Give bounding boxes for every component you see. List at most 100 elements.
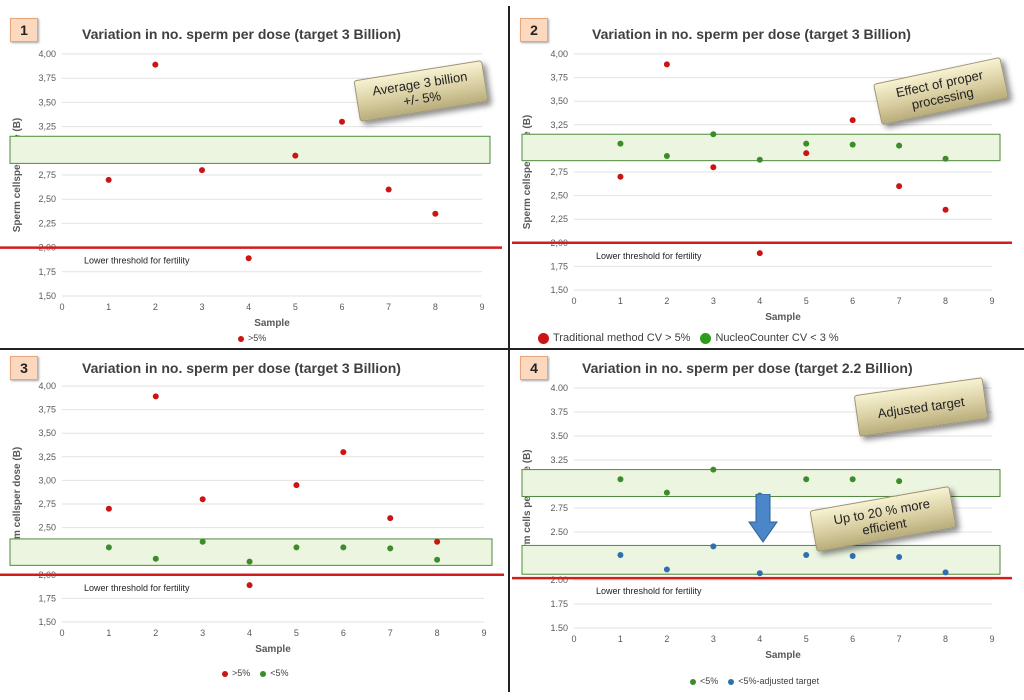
y-tick-label: 4,00 — [38, 49, 56, 59]
scatter-plot: 1,501,752,002,252,502,753,003,253,503,75… — [512, 49, 1012, 323]
x-tick-label: 5 — [804, 296, 809, 306]
x-tick-label: 3 — [711, 296, 716, 306]
data-point — [246, 582, 253, 589]
x-tick-label: 2 — [153, 302, 158, 312]
x-tick-label: 9 — [481, 628, 486, 638]
x-tick-label: 4 — [247, 628, 252, 638]
x-tick-label: 9 — [479, 302, 484, 312]
data-point — [663, 152, 670, 159]
data-point — [942, 155, 949, 162]
chart-panel-4: 4 Variation in no. sperm per dose (targe… — [512, 352, 1024, 692]
y-tick-label: 1,50 — [550, 285, 568, 295]
x-tick-label: 0 — [59, 302, 64, 312]
y-tick-label: 4,00 — [38, 381, 56, 391]
x-tick-label: 9 — [989, 296, 994, 306]
data-point — [896, 478, 903, 485]
data-point — [340, 544, 347, 551]
chart-title: Variation in no. sperm per dose (target … — [82, 360, 401, 376]
y-tick-label: 3,75 — [38, 73, 56, 83]
y-tick-label: 2,75 — [38, 170, 56, 180]
x-tick-label: 0 — [571, 634, 576, 644]
x-tick-label: 1 — [106, 302, 111, 312]
chart-panel-1: 1 Variation in no. sperm per dose (targe… — [0, 6, 506, 346]
data-point — [710, 466, 717, 473]
y-tick-label: 1,50 — [38, 291, 56, 301]
x-tick-label: 4 — [757, 634, 762, 644]
data-point — [849, 117, 856, 124]
y-axis-label: Sperm cells per dose (B) — [522, 449, 533, 566]
y-tick-label: 3,00 — [38, 475, 56, 485]
data-point — [803, 476, 810, 483]
data-point — [292, 152, 299, 159]
data-point — [105, 544, 112, 551]
y-tick-label: 1.75 — [550, 599, 568, 609]
chart-title: Variation in no. sperm per dose (target … — [582, 360, 913, 376]
data-point — [199, 538, 206, 545]
y-tick-label: 1,75 — [38, 267, 56, 277]
x-tick-label: 7 — [386, 302, 391, 312]
data-point — [942, 569, 949, 576]
y-tick-label: 2,50 — [38, 523, 56, 533]
chart-title: Variation in no. sperm per dose (target … — [592, 26, 911, 42]
y-tick-label: 3.50 — [550, 431, 568, 441]
legend-item: >5% — [222, 668, 250, 678]
x-tick-label: 7 — [388, 628, 393, 638]
y-tick-label: 3,75 — [550, 73, 568, 83]
x-tick-label: 8 — [943, 296, 948, 306]
legend-marker-icon — [260, 670, 267, 677]
legend-marker-icon — [222, 670, 228, 677]
x-tick-label: 3 — [200, 628, 205, 638]
data-point — [387, 545, 394, 552]
x-tick-label: 7 — [897, 296, 902, 306]
y-tick-label: 1,75 — [550, 261, 568, 271]
data-point — [152, 555, 159, 562]
data-point — [293, 482, 300, 489]
y-tick-label: 3,50 — [38, 97, 56, 107]
legend-label: >5% — [248, 333, 267, 343]
y-tick-label: 4.00 — [550, 383, 568, 393]
x-tick-label: 8 — [943, 634, 948, 644]
data-point — [663, 489, 670, 496]
panel-number: 2 — [520, 18, 548, 42]
legend-marker-icon — [690, 678, 696, 685]
data-point — [710, 543, 717, 550]
x-tick-label: 9 — [989, 634, 994, 644]
legend-label: NucleoCounter CV < 3 % — [715, 332, 839, 344]
legend-item: <5% — [260, 668, 289, 678]
x-tick-label: 5 — [294, 628, 299, 638]
data-point — [710, 131, 717, 138]
legend-item: NucleoCounter CV < 3 % — [700, 332, 839, 344]
data-point — [340, 449, 347, 456]
data-point — [152, 61, 159, 68]
threshold-label: Lower threshold for fertility — [596, 586, 702, 596]
y-axis-label: Sperm cellsper dose (B) — [12, 118, 23, 232]
y-tick-label: 3.75 — [550, 407, 568, 417]
chart-panel-2: 2 Variation in no. sperm per dose (targe… — [512, 6, 1024, 346]
y-axis-label: Sperm cellsper dose (B) — [12, 447, 23, 561]
data-point — [339, 118, 345, 125]
data-point — [105, 176, 112, 183]
data-point — [105, 505, 112, 512]
y-tick-label: 3,50 — [550, 96, 568, 106]
data-point — [663, 61, 670, 68]
panel-number: 3 — [10, 356, 38, 380]
data-point — [849, 476, 856, 483]
target-band — [521, 544, 1001, 575]
x-tick-label: 3 — [711, 634, 716, 644]
y-tick-label: 3,25 — [38, 122, 56, 132]
panel-number: 1 — [10, 18, 38, 42]
target-band — [521, 133, 1001, 162]
x-tick-label: 0 — [571, 296, 576, 306]
divider-horizontal — [0, 348, 1024, 350]
y-tick-label: 2.00 — [550, 575, 568, 585]
data-point — [293, 544, 300, 551]
y-tick-label: 2.75 — [550, 503, 568, 513]
data-point — [663, 566, 670, 573]
legend-marker-icon — [238, 335, 244, 342]
y-tick-label: 3,50 — [38, 428, 56, 438]
y-tick-label: 2,75 — [38, 499, 56, 509]
data-point — [896, 183, 903, 190]
y-tick-label: 2,25 — [38, 218, 56, 228]
panel-number: 4 — [520, 356, 548, 380]
y-tick-label: 2,50 — [38, 194, 56, 204]
